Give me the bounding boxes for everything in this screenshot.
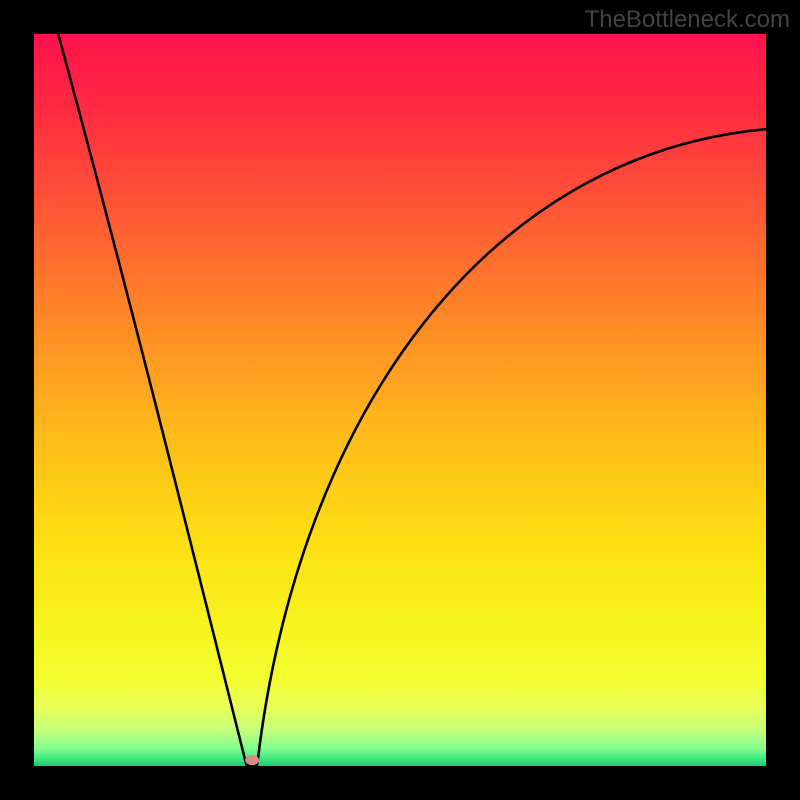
watermark-text: TheBottleneck.com (585, 6, 790, 34)
plot-area (34, 34, 766, 766)
performance-curve (34, 34, 766, 766)
optimal-point-marker (245, 755, 259, 765)
